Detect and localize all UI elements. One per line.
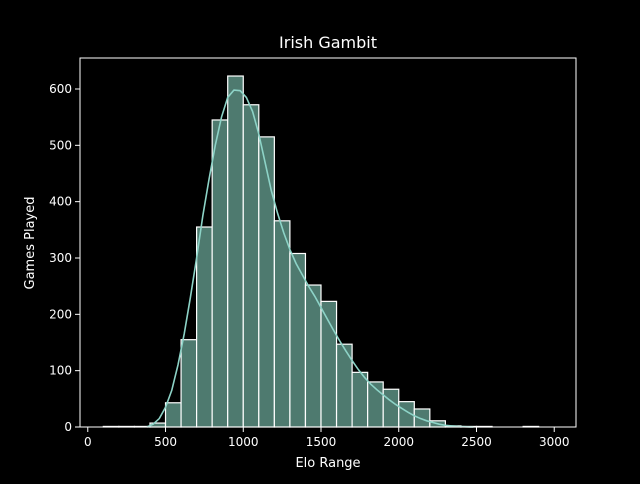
histogram-bar: [196, 226, 213, 428]
x-tick-label: 0: [84, 435, 92, 449]
y-axis-label: Games Played: [23, 197, 38, 290]
histogram-bar: [289, 252, 307, 428]
histogram-bar: [164, 402, 182, 428]
histogram-bar: [211, 119, 229, 428]
kde-line: [146, 89, 474, 428]
ticks-layer: 0 500 1000 1500 2000 2500 3000 0 100 200 300 400 500…: [49, 82, 569, 449]
x-tick-label: 500: [154, 435, 177, 449]
kde-layer: [146, 89, 474, 428]
bars-layer: [102, 75, 540, 428]
y-tick-label: 200: [49, 307, 72, 321]
x-tick-label: 3000: [539, 435, 570, 449]
y-tick-label: 0: [64, 420, 72, 434]
x-tick-label: 2500: [461, 435, 492, 449]
y-tick-label: 100: [49, 364, 72, 378]
plot-frame: [79, 57, 577, 428]
x-axis-label: Elo Range: [295, 456, 360, 471]
x-tick-label: 1500: [306, 435, 337, 449]
x-tick-label: 2000: [383, 435, 414, 449]
chart-title: Irish Gambit: [279, 33, 377, 52]
axes-layer: [79, 57, 577, 428]
histogram-bar: [413, 408, 431, 428]
y-tick-label: 300: [49, 251, 72, 265]
y-tick-label: 600: [49, 82, 72, 96]
y-tick-label: 500: [49, 138, 72, 152]
histogram-bar: [227, 75, 244, 428]
histogram-bar: [180, 339, 198, 428]
x-tick-label: 1000: [228, 435, 259, 449]
histogram-bar: [258, 136, 275, 428]
y-tick-label: 400: [49, 195, 72, 209]
histogram-bar: [273, 220, 291, 428]
histogram-bar: [382, 388, 400, 428]
histogram-bar: [242, 104, 260, 428]
histogram-bar: [304, 284, 322, 428]
histogram-bar: [351, 371, 369, 428]
